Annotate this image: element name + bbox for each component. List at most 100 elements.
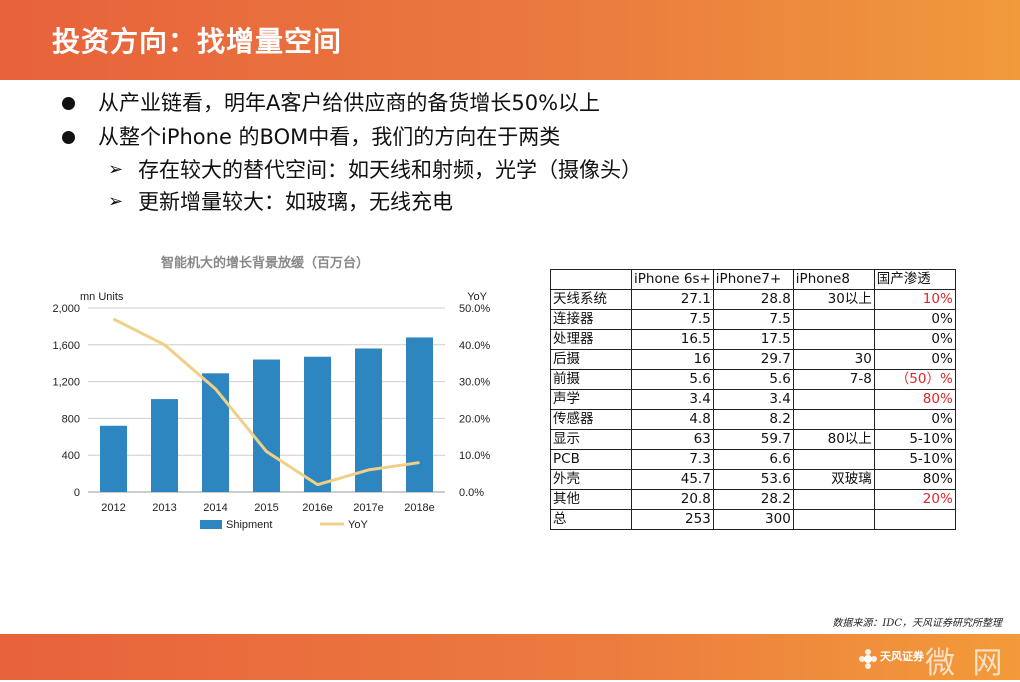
table-cell: 连接器 [550, 309, 632, 330]
table-row: 连接器 7.5 7.5 0% [550, 309, 956, 330]
table-cell: 253 [631, 509, 714, 530]
bullet-item: 从产业链看，明年A客户给供应商的备货增长50%以上 [60, 86, 960, 120]
table-header-cell: iPhone 6s+ [631, 269, 714, 290]
table-cell: 20.8 [631, 489, 714, 510]
table-cell: 80以上 [792, 429, 875, 450]
header-bar: 投资方向：找增量空间 [0, 0, 1020, 80]
table-cell [792, 329, 875, 350]
bullet-list: 从产业链看，明年A客户给供应商的备货增长50%以上 从整个iPhone 的BOM… [60, 86, 960, 218]
y2-axis-label: YoY [467, 291, 487, 303]
table-row: 传感器 4.8 8.2 0% [550, 409, 956, 430]
table-cell: 20% [873, 489, 956, 510]
table-cell: 其他 [550, 489, 632, 510]
table-cell [792, 409, 875, 430]
x-tick-label: 2016e [302, 502, 333, 514]
table-row: 处理器 16.5 17.5 0% [550, 329, 956, 350]
table-row: 天线系统 27.1 28.8 30以上 10% [550, 289, 956, 310]
table-cell: 16 [631, 349, 714, 370]
table-cell: 16.5 [631, 329, 714, 350]
table-cell [792, 389, 875, 410]
table-header-cell: iPhone8 [792, 269, 875, 290]
table-row: 外壳 45.7 53.6 双玻璃 80% [550, 469, 956, 490]
legend-label-yoy: YoY [348, 519, 368, 531]
table-cell: 3.4 [712, 389, 794, 410]
table-header-cell: 国产渗透 [873, 269, 956, 290]
table-cell: 30以上 [792, 289, 875, 310]
y2-tick-label: 0.0% [459, 487, 484, 499]
y-tick-label: 0 [74, 487, 80, 499]
shipment-bar [304, 356, 331, 492]
table-cell: 8.2 [712, 409, 794, 430]
table-cell: 0% [873, 329, 956, 350]
y2-tick-label: 10.0% [459, 450, 490, 462]
table-cell: 前摄 [550, 369, 632, 390]
table-cell: （50）% [873, 369, 956, 390]
table-cell: 5.6 [712, 369, 794, 390]
chart-title: 智能机大的增长背景放缓（百万台） [160, 256, 369, 271]
table-cell: 传感器 [550, 409, 632, 430]
table-cell: 7.3 [631, 449, 714, 470]
legend-swatch-shipment [200, 520, 222, 529]
bom-table: iPhone 6s+ iPhone7+ iPhone8 国产渗透 天线系统 27.1 28.… [550, 269, 956, 530]
y-tick-label: 1,600 [52, 340, 80, 352]
bullet-text: 从整个iPhone 的BOM中看，我们的方向在于两类 [98, 125, 561, 149]
sub-bullet-item: ➢ 存在较大的替代空间：如天线和射频，光学（摄像头） [60, 154, 960, 186]
legend-label-shipment: Shipment [226, 519, 272, 531]
table-cell [792, 489, 875, 510]
x-tick-label: 2017e [353, 502, 384, 514]
watermark: 微 网 [925, 646, 1007, 681]
table-row: PCB 7.3 6.6 5-10% [550, 449, 956, 470]
table-cell: 30 [792, 349, 875, 370]
table-cell: 后摄 [550, 349, 632, 370]
bullet-dot-icon [62, 97, 75, 110]
table-row: 其他 20.8 28.2 20% [550, 489, 956, 510]
y-tick-label: 800 [62, 413, 80, 425]
y-axis-label: mn Units [80, 291, 124, 303]
table-cell [792, 449, 875, 470]
table-cell: 双玻璃 [792, 469, 875, 490]
y-tick-label: 400 [62, 450, 80, 462]
table-cell: 27.1 [631, 289, 714, 310]
x-tick-label: 2018e [404, 502, 435, 514]
table-cell: 53.6 [712, 469, 794, 490]
table-cell: 总 [550, 509, 632, 530]
x-tick-label: 2015 [254, 502, 278, 514]
y2-tick-label: 50.0% [459, 303, 490, 315]
arrow-right-icon: ➢ [108, 191, 124, 212]
arrow-right-icon: ➢ [108, 159, 124, 180]
table-cell: 80% [873, 469, 956, 490]
bullet-item: 从整个iPhone 的BOM中看，我们的方向在于两类 [60, 120, 960, 154]
table-row: 前摄 5.6 5.6 7-8 （50）% [550, 369, 956, 390]
table-header-cell: iPhone7+ [712, 269, 794, 290]
y2-tick-label: 30.0% [459, 377, 490, 389]
table-cell: 天线系统 [550, 289, 632, 310]
shipment-bar [202, 373, 229, 492]
yoy-line [112, 317, 420, 487]
table-cell: 5-10% [873, 429, 956, 450]
table-cell: 4.8 [631, 409, 714, 430]
table-cell: 17.5 [712, 329, 794, 350]
table-cell: 5-10% [873, 449, 956, 470]
x-tick-label: 2012 [101, 502, 125, 514]
brand-logo-text: 天风证券 [880, 650, 924, 663]
table-cell: 28.2 [712, 489, 794, 510]
footer-band [0, 634, 1020, 680]
shipment-bar [100, 425, 127, 492]
bullet-dot-icon [62, 131, 75, 144]
table-header-row: iPhone 6s+ iPhone7+ iPhone8 国产渗透 [550, 269, 956, 290]
page-title: 投资方向：找增量空间 [52, 25, 343, 58]
flower-logo-icon [859, 649, 877, 669]
shipment-chart: 0 400 800 1,200 1,600 2,000 0.0% 10.0% 20.0% 30.0… [52, 291, 490, 531]
table-cell: 6.6 [712, 449, 794, 470]
x-tick-label: 2013 [152, 502, 176, 514]
table-row: 总 253 300 [550, 509, 956, 530]
bullet-text: 从产业链看，明年A客户给供应商的备货增长50%以上 [98, 91, 601, 115]
table-cell: 300 [712, 509, 794, 530]
table-row: 后摄 16 29.7 30 0% [550, 349, 956, 370]
table-cell: 7-8 [792, 369, 875, 390]
sub-bullet-text: 存在较大的替代空间：如天线和射频，光学（摄像头） [138, 158, 642, 182]
table-cell: PCB [550, 449, 632, 470]
table-cell: 29.7 [712, 349, 794, 370]
y-tick-label: 1,200 [52, 377, 80, 389]
table-cell [873, 509, 956, 530]
